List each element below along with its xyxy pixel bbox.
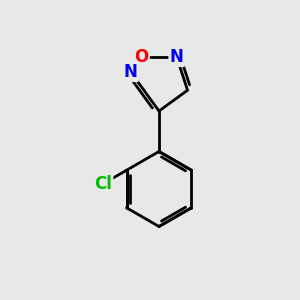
Text: N: N (170, 48, 184, 66)
Text: Cl: Cl (94, 175, 112, 193)
Text: N: N (124, 63, 137, 81)
Text: O: O (134, 48, 148, 66)
